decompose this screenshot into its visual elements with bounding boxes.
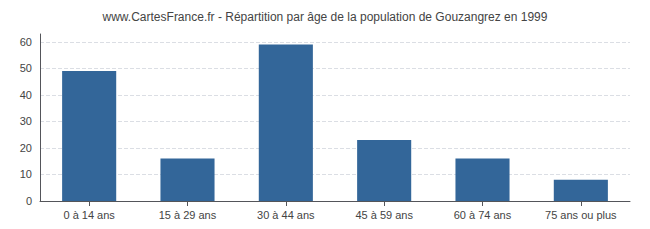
svg-text:15 à 29 ans: 15 à 29 ans: [159, 209, 217, 221]
svg-text:75 ans ou plus: 75 ans ou plus: [545, 209, 617, 221]
svg-text:60: 60: [20, 36, 32, 48]
svg-text:0: 0: [26, 195, 32, 207]
svg-text:40: 40: [20, 89, 32, 101]
svg-text:10: 10: [20, 168, 32, 180]
svg-text:30 à 44 ans: 30 à 44 ans: [257, 209, 315, 221]
svg-text:20: 20: [20, 142, 32, 154]
svg-text:0 à 14 ans: 0 à 14 ans: [63, 209, 115, 221]
svg-text:www.CartesFrance.fr - Répartit: www.CartesFrance.fr - Répartition par âg…: [102, 10, 548, 24]
svg-text:30: 30: [20, 115, 32, 127]
svg-text:45 à 59 ans: 45 à 59 ans: [355, 209, 413, 221]
svg-text:50: 50: [20, 62, 32, 74]
svg-text:60 à 74 ans: 60 à 74 ans: [454, 209, 512, 221]
